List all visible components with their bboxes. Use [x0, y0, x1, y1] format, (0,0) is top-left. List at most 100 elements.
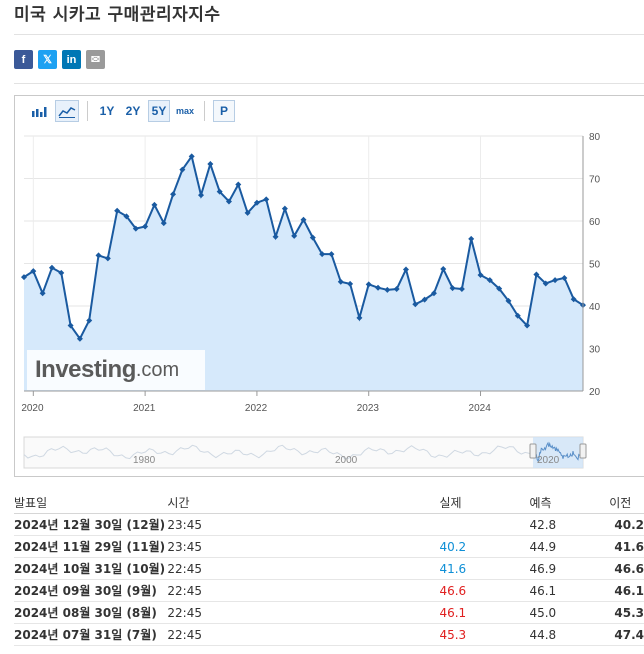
time-column-header: 시간 — [167, 491, 440, 514]
data-point — [272, 233, 279, 240]
data-point — [393, 286, 400, 292]
toolbar-separator — [204, 101, 205, 121]
actual-cell: 46.1 — [439, 601, 530, 624]
x-tick-label: 2024 — [469, 403, 492, 414]
forecast-cell: 46.9 — [529, 557, 610, 580]
data-point — [570, 296, 577, 303]
previous-cell: 47.4 — [609, 623, 644, 646]
share-divider — [14, 83, 644, 84]
data-point — [281, 205, 288, 212]
toolbar-separator — [87, 101, 88, 121]
actual-cell: 46.6 — [439, 579, 530, 602]
data-point — [30, 268, 37, 275]
navigator-label: 2020 — [537, 455, 560, 466]
table-header-row: 발표일 시간 실제 예측 이전 — [14, 491, 644, 514]
x-tick-label: 2022 — [245, 403, 268, 414]
series-area — [24, 156, 583, 391]
data-point — [114, 207, 121, 214]
data-point — [375, 284, 382, 291]
time-cell: 23:45 — [167, 535, 440, 558]
data-point — [253, 199, 260, 206]
title-divider — [14, 34, 644, 35]
forecast-cell: 45.0 — [529, 601, 610, 624]
p-button[interactable]: P — [213, 100, 235, 122]
data-point — [421, 296, 428, 303]
data-point — [21, 274, 27, 281]
main-chart[interactable]: 20 30 40 50 60 70 80 2020 2021 2022 2023 2024 — [15, 128, 644, 428]
data-point — [198, 192, 205, 199]
forecast-cell: 42.8 — [529, 513, 610, 536]
data-point — [48, 264, 55, 271]
navigator-right-handle[interactable] — [579, 443, 587, 459]
data-point — [123, 213, 130, 220]
navigator-chart[interactable]: 1980 2000 2020 — [15, 432, 644, 472]
range-5y-button[interactable]: 5Y — [148, 100, 170, 122]
date-cell: 2024년 11월 29일 (11월) — [14, 535, 168, 558]
navigator-label: 2000 — [335, 455, 358, 466]
data-point — [486, 277, 493, 284]
range-max-button[interactable]: max — [175, 106, 194, 116]
email-share-button[interactable]: ✉ — [86, 50, 105, 69]
data-point — [263, 196, 270, 203]
data-point — [142, 223, 149, 230]
data-point — [365, 281, 372, 288]
data-point — [207, 161, 214, 168]
range-2y-button[interactable]: 2Y — [125, 104, 141, 118]
history-table-body: 2024년 12월 30일 (12월) 23:45 42.8 40.2 2024년 11… — [14, 513, 644, 646]
history-table: 발표일 시간 실제 예측 이전 2024년 12월 30일 (12월) 23:45… — [14, 491, 644, 646]
previous-cell: 46.1 — [609, 579, 644, 602]
data-point — [402, 266, 409, 273]
area-chart-icon — [58, 106, 76, 118]
data-point — [337, 278, 344, 285]
navigator-left-handle[interactable] — [529, 443, 537, 459]
y-tick-label: 70 — [589, 175, 601, 186]
data-point — [151, 201, 158, 208]
data-point — [235, 181, 242, 188]
table-row: 2024년 11월 29일 (11월) 23:45 40.2 44.9 41.6 — [14, 535, 644, 558]
time-cell: 22:45 — [167, 557, 440, 580]
range-1y-button[interactable]: 1Y — [99, 104, 115, 118]
previous-cell: 46.6 — [609, 557, 644, 580]
watermark-suffix: .com — [135, 358, 180, 381]
actual-cell — [439, 513, 530, 536]
bar-chart-type-button[interactable] — [27, 100, 51, 122]
data-point — [542, 280, 549, 287]
navigator-background — [23, 436, 584, 469]
data-point — [458, 286, 465, 292]
watermark-brand: Investing — [35, 356, 136, 383]
data-point — [132, 225, 139, 232]
time-cell: 23:45 — [167, 513, 440, 536]
bar-chart-icon — [32, 107, 47, 117]
y-tick-label: 50 — [589, 260, 601, 271]
actual-cell: 45.3 — [439, 623, 530, 646]
linkedin-share-button[interactable]: in — [62, 50, 81, 69]
area-chart-type-button[interactable] — [55, 100, 79, 122]
data-point — [300, 216, 307, 223]
data-point — [384, 286, 391, 293]
data-point — [104, 255, 111, 262]
date-cell: 2024년 12월 30일 (12월) — [14, 513, 168, 536]
navigator-history-line — [23, 444, 534, 460]
twitter-share-button[interactable]: 𝕏 — [38, 50, 57, 69]
y-tick-label: 80 — [589, 132, 601, 143]
data-point — [412, 301, 419, 308]
data-point — [291, 232, 298, 239]
x-tick-label: 2021 — [133, 403, 156, 414]
data-point — [170, 191, 177, 198]
data-point — [225, 198, 232, 205]
data-point — [95, 252, 102, 259]
facebook-share-button[interactable]: f — [14, 50, 33, 69]
navigator-label: 1980 — [133, 455, 156, 466]
data-point — [244, 209, 251, 216]
data-point — [514, 312, 521, 319]
actual-column-header: 실제 — [439, 491, 530, 514]
date-cell: 2024년 09월 30일 (9월) — [14, 579, 168, 602]
y-tick-label: 60 — [589, 217, 601, 228]
data-point — [449, 285, 456, 292]
forecast-column-header: 예측 — [529, 491, 610, 514]
data-point — [477, 271, 484, 278]
y-tick-label: 20 — [589, 387, 601, 398]
previous-column-header: 이전 — [609, 491, 644, 514]
data-point — [67, 322, 74, 329]
data-point — [533, 271, 540, 278]
